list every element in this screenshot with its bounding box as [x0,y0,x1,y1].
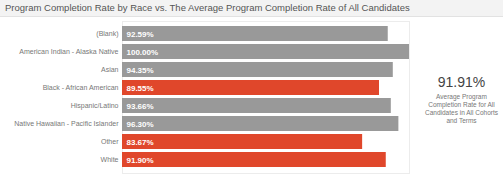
html-text:91.91%: 91.91% [437,73,486,90]
svg-text:100.00%: 100.00% [127,48,159,57]
svg-text:Black - African American: Black - African American [43,84,119,91]
svg-text:89.55%: 89.55% [127,84,154,93]
svg-text:92.59%: 92.59% [127,30,154,39]
svg-text:91.90%: 91.90% [127,156,154,165]
svg-text:White: White [101,156,119,163]
svg-text:94.35%: 94.35% [127,66,154,75]
svg-text:96.30%: 96.30% [127,120,154,129]
html-text:Program Completion Rate by Rac: Program Completion Rate by Race vs. The … [5,2,410,13]
svg-text:Native Hawaiian - Pacific Isla: Native Hawaiian - Pacific Islander [14,120,119,127]
html-text:Average Program Completion Rat: Average Program Completion Rate for All … [425,92,498,124]
svg-text:83.67%: 83.67% [127,138,154,147]
svg-text:(Blank): (Blank) [96,30,118,38]
svg-text:Asian: Asian [101,66,119,73]
svg-text:Hispanic/Latino: Hispanic/Latino [71,102,119,110]
svg-text:American Indian - Alaska Nativ: American Indian - Alaska Native [19,48,118,55]
svg-text:Other: Other [101,138,119,145]
svg-text:93.66%: 93.66% [127,102,154,111]
